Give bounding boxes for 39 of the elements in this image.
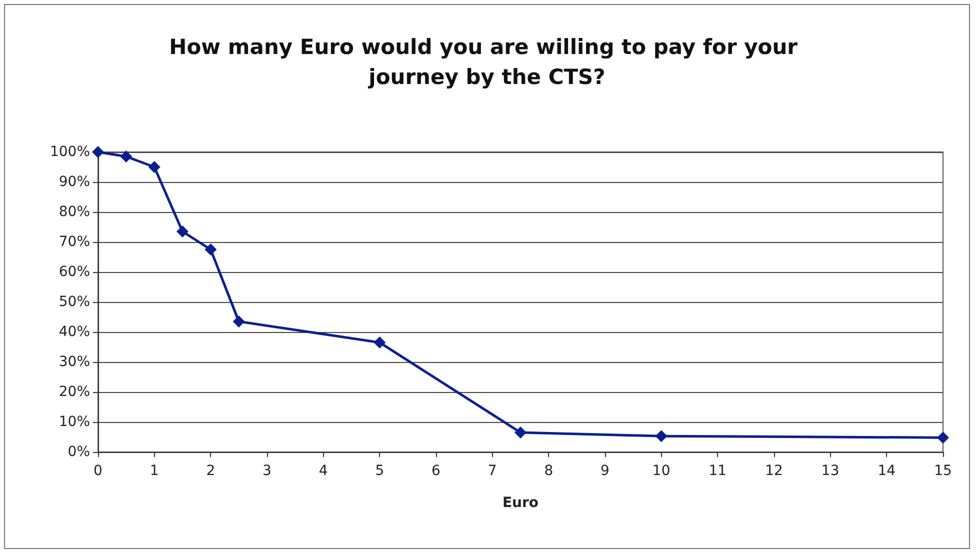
x-tick-label: 6	[432, 463, 441, 479]
y-tick-label: 10%	[58, 414, 90, 430]
chart-title: How many Euro would you are willing to pay for your journey by the CTS?	[169, 35, 805, 89]
y-tick-label: 60%	[58, 264, 90, 280]
x-tick-label: 11	[708, 463, 727, 479]
point	[148, 161, 160, 173]
x-tick-label: 12	[765, 463, 783, 479]
x-tick-label: 0	[94, 463, 102, 479]
point	[374, 336, 386, 348]
point	[176, 226, 188, 238]
x-tick-label: 13	[821, 463, 840, 479]
x-tick-label: 9	[600, 463, 610, 479]
point	[655, 430, 668, 442]
point	[232, 316, 245, 328]
x-tick-label: 5	[375, 463, 384, 479]
y-tick-label: 30%	[58, 354, 90, 370]
y-tick-label: 90%	[58, 174, 90, 190]
x-tick-label: 7	[488, 463, 497, 479]
y-tick-label: 20%	[58, 384, 90, 400]
y-tick-label: 50%	[58, 294, 90, 310]
point	[514, 426, 526, 438]
x-tick-label: 14	[878, 463, 896, 479]
x-axis-title: Euro	[502, 495, 539, 511]
y-tick-label: 100%	[50, 144, 90, 160]
point	[92, 146, 104, 158]
x-tick-label: 3	[262, 463, 272, 479]
y-tick-label: 40%	[58, 324, 90, 340]
x-tick-label: 1	[150, 463, 159, 479]
point	[937, 432, 949, 444]
y-tick-label: 70%	[58, 234, 90, 250]
y-tick-label: 0%	[68, 444, 90, 460]
x-tick-label: 4	[318, 463, 328, 479]
point	[204, 244, 217, 256]
x-tick-label: 10	[652, 463, 670, 479]
point	[120, 150, 132, 162]
y-tick-label: 80%	[58, 204, 90, 220]
x-tick-label: 2	[206, 463, 216, 479]
x-tick-label: 8	[544, 463, 554, 479]
x-tick-label: 15	[934, 463, 952, 479]
